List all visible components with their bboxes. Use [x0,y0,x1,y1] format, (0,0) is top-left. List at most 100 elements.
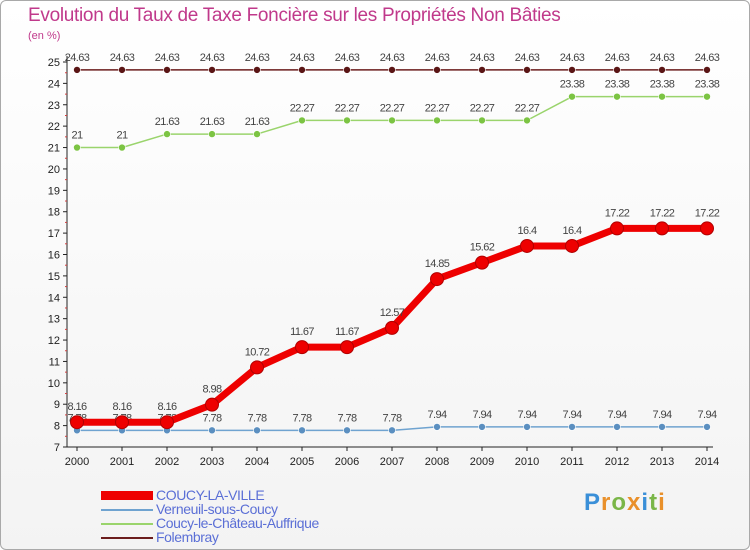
data-label-coucy-la-ville: 11.67 [290,326,314,338]
data-point-folembray [658,66,666,74]
data-label-folembray: 24.63 [650,52,675,64]
legend-swatch-coucy-la-ville [101,491,153,500]
logo-letter: P [584,489,602,516]
y-tick-label: 19 [48,185,60,197]
data-label-coucy-la-ville: 17.22 [695,207,720,219]
data-label-folembray: 24.63 [425,52,450,64]
data-label-coucy-le-chateau-auffrique: 22.27 [380,102,405,114]
logo-letter: r [601,489,612,516]
data-point-coucy-le-chateau-auffrique [163,130,171,138]
data-label-folembray: 24.63 [470,52,495,64]
data-label-folembray: 24.63 [515,52,540,64]
x-tick-label: 2009 [470,456,494,468]
x-tick-label: 2008 [425,456,449,468]
data-label-coucy-le-chateau-auffrique: 23.38 [560,79,585,91]
data-point-coucy-le-chateau-auffrique [568,92,576,101]
data-point-verneuil-sous-coucy [343,426,351,435]
data-label-verneuil-sous-coucy: 7.94 [517,409,536,421]
x-tick-label: 2001 [110,456,134,468]
y-tick-label: 9 [54,399,60,411]
data-label-coucy-la-ville: 17.22 [605,207,630,219]
logo-letter: t [649,489,659,516]
x-tick-label: 2007 [380,456,404,468]
data-point-coucy-la-ville [565,238,579,253]
y-tick-label: 13 [48,314,60,326]
x-tick-label: 2002 [155,456,179,468]
data-point-verneuil-sous-coucy [208,426,216,435]
data-label-coucy-la-ville: 10.72 [245,346,270,358]
data-point-coucy-la-ville [115,415,129,430]
data-label-coucy-la-ville: 8.16 [67,401,86,413]
data-label-verneuil-sous-coucy: 7.78 [382,412,401,424]
data-label-folembray: 24.63 [65,52,90,64]
logo-letter: i [658,489,666,516]
data-point-coucy-la-ville [475,255,489,270]
data-point-folembray [478,66,486,74]
legend-swatch-folembray [101,537,153,539]
data-label-verneuil-sous-coucy: 7.78 [292,412,311,424]
data-label-folembray: 24.63 [200,52,225,64]
data-point-coucy-la-ville [295,340,309,355]
data-label-verneuil-sous-coucy: 7.94 [697,409,716,421]
data-label-verneuil-sous-coucy: 7.94 [607,409,626,421]
data-point-coucy-la-ville [700,221,714,236]
data-point-folembray [73,66,81,74]
data-point-coucy-la-ville [70,415,84,430]
data-label-verneuil-sous-coucy: 7.94 [652,409,671,421]
x-tick-label: 2011 [560,456,584,468]
data-point-folembray [118,66,126,74]
data-point-verneuil-sous-coucy [523,423,531,431]
data-point-coucy-le-chateau-auffrique [703,92,711,101]
x-tick-label: 2006 [335,456,359,468]
y-tick-label: 11 [49,356,60,368]
proxiti-logo: Proxiti [584,489,666,517]
legend-label-folembray: Folembray [156,529,219,545]
data-label-folembray: 24.63 [155,52,180,64]
data-label-verneuil-sous-coucy: 7.78 [202,412,221,424]
y-tick-label: 7 [54,442,60,454]
x-tick-label: 2014 [695,456,719,468]
data-point-coucy-la-ville [340,340,354,355]
y-tick-label: 24 [48,78,60,90]
x-tick-label: 2012 [605,456,629,468]
data-point-folembray [703,66,711,74]
data-point-folembray [253,66,261,74]
data-point-coucy-le-chateau-auffrique [253,130,261,138]
legend-label-verneuil-sous-coucy: Verneuil-sous-Coucy [156,501,278,517]
y-tick-label: 15 [48,271,60,283]
logo-letter: i [641,489,650,516]
data-point-coucy-le-chateau-auffrique [73,143,81,152]
legend-label-coucy-le-chateau-auffrique: Coucy-le-Château-Auffrique [156,515,319,531]
data-point-verneuil-sous-coucy [658,423,666,431]
y-tick-label: 25 [48,57,60,69]
x-tick-label: 2004 [245,456,269,468]
data-point-folembray [433,66,441,74]
data-point-folembray [163,66,171,74]
data-label-folembray: 24.63 [245,52,270,64]
data-label-coucy-la-ville: 8.16 [112,401,131,413]
legend-swatch-verneuil-sous-coucy [101,509,153,511]
chart-title: Evolution du Taux de Taxe Foncière sur l… [28,5,561,26]
x-tick-label: 2003 [200,456,224,468]
data-point-coucy-la-ville [385,320,399,335]
x-tick-label: 2005 [290,456,314,468]
data-label-verneuil-sous-coucy: 7.94 [427,409,446,421]
data-label-coucy-la-ville: 8.98 [202,384,221,396]
y-tick-label: 22 [48,121,60,133]
data-point-coucy-le-chateau-auffrique [658,92,666,101]
data-point-coucy-le-chateau-auffrique [523,116,531,125]
data-point-folembray [388,66,396,74]
data-label-coucy-le-chateau-auffrique: 22.27 [290,102,315,114]
data-label-coucy-le-chateau-auffrique: 21.63 [155,116,180,128]
data-label-coucy-le-chateau-auffrique: 22.27 [515,102,540,114]
data-label-coucy-la-ville: 12.57 [380,307,405,319]
data-point-verneuil-sous-coucy [388,426,396,435]
data-point-verneuil-sous-coucy [253,426,261,435]
data-label-verneuil-sous-coucy: 7.94 [562,409,581,421]
data-point-verneuil-sous-coucy [478,423,486,431]
data-label-coucy-le-chateau-auffrique: 22.27 [425,102,450,114]
data-point-coucy-le-chateau-auffrique [433,116,441,125]
y-tick-label: 20 [48,164,60,176]
